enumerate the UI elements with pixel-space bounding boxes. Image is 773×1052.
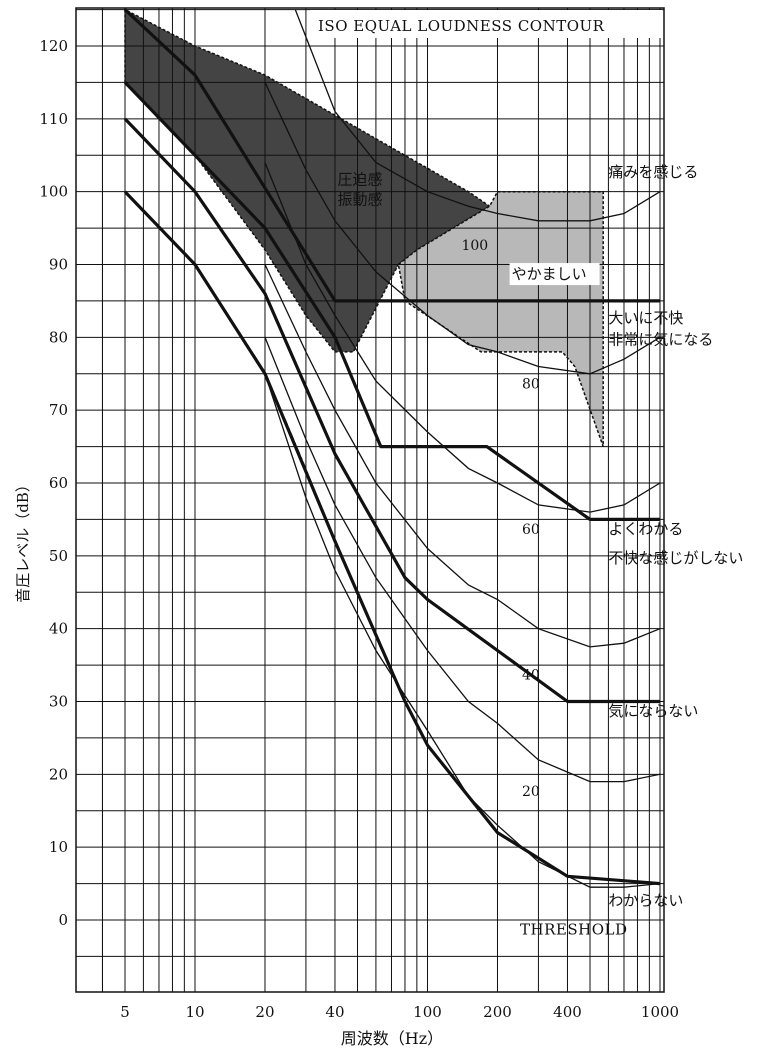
annotation-label: わからない (608, 891, 683, 909)
y-tick-label: 70 (49, 401, 68, 419)
y-axis-label: 音圧レベル（dB） (14, 477, 32, 603)
y-tick-label: 0 (58, 911, 68, 929)
y-tick-label: 100 (39, 183, 68, 201)
annotation-label: 痛みを感じる (608, 163, 698, 181)
iso-contour-20 (264, 337, 661, 783)
y-tick-label: 30 (49, 693, 68, 711)
label-backdrop (509, 263, 600, 286)
dash-dot-line (264, 373, 336, 542)
iso-contour-100 (294, 9, 661, 222)
annotation-label: よくわかる (608, 520, 683, 538)
x-tick-label: 200 (483, 1003, 512, 1021)
x-tick-label: 20 (255, 1003, 274, 1021)
annoyance-curve-3 (123, 81, 660, 522)
y-tick-label: 60 (49, 474, 68, 492)
y-tick-label: 50 (49, 547, 68, 565)
y-tick-label: 10 (49, 838, 68, 856)
annotation-label: 40 (522, 668, 540, 684)
annotation-label: THRESHOLD (520, 921, 627, 939)
plot-border (75, 7, 665, 993)
plot-frame (75, 7, 665, 993)
y-tick-label: 120 (39, 37, 68, 55)
chart-title: ISO EQUAL LOUDNESS CONTOUR (318, 17, 605, 35)
annoyance-curve-1 (123, 190, 661, 886)
annoyance-curve-2 (123, 117, 660, 704)
x-tick-label: 1000 (641, 1003, 679, 1021)
annoyance-curve-4 (123, 8, 660, 303)
y-tick-label: 110 (39, 110, 68, 128)
y-tick-label: 20 (49, 765, 68, 783)
x-tick-label: 100 (413, 1003, 442, 1021)
y-tick-label: 40 (49, 620, 68, 638)
annotation-label: 60 (522, 522, 540, 538)
x-axis-label: 周波数（Hz） (341, 1029, 443, 1048)
iso-contour-60 (264, 162, 661, 513)
pressure-vibration-region (124, 8, 491, 353)
region-label: 振動感 (337, 190, 382, 208)
annotation-label: 20 (522, 784, 540, 800)
tick-labels-layer: 0 10 20 30 40 50 60 70 80 90 100 110 120 5 10 20 40 100 20… (39, 37, 679, 1021)
annotation-label: 100 (461, 238, 488, 254)
region-label: 圧迫感 (337, 170, 382, 188)
annotation-label: 非常に気になる (608, 331, 713, 349)
x-tick-label: 40 (325, 1003, 344, 1021)
iso-contour-40 (264, 264, 661, 648)
title-box (310, 10, 662, 38)
iso-contour-80 (264, 82, 661, 375)
annoyance-curves-layer (123, 8, 661, 886)
y-tick-label: 80 (49, 328, 68, 346)
x-tick-label: 5 (120, 1003, 130, 1021)
iso-contour-threshold (264, 373, 661, 888)
x-tick-label: 10 (185, 1003, 204, 1021)
annotation-label: やかましい (512, 265, 587, 283)
annotation-label: 大いに不快 (608, 309, 683, 327)
x-tick-label: 400 (553, 1003, 582, 1021)
annotation-label: 気にならない (608, 702, 698, 720)
annotation-label: 不快な感じがしない (608, 549, 743, 567)
y-tick-label: 90 (49, 256, 68, 274)
annotation-label: 80 (522, 376, 540, 392)
